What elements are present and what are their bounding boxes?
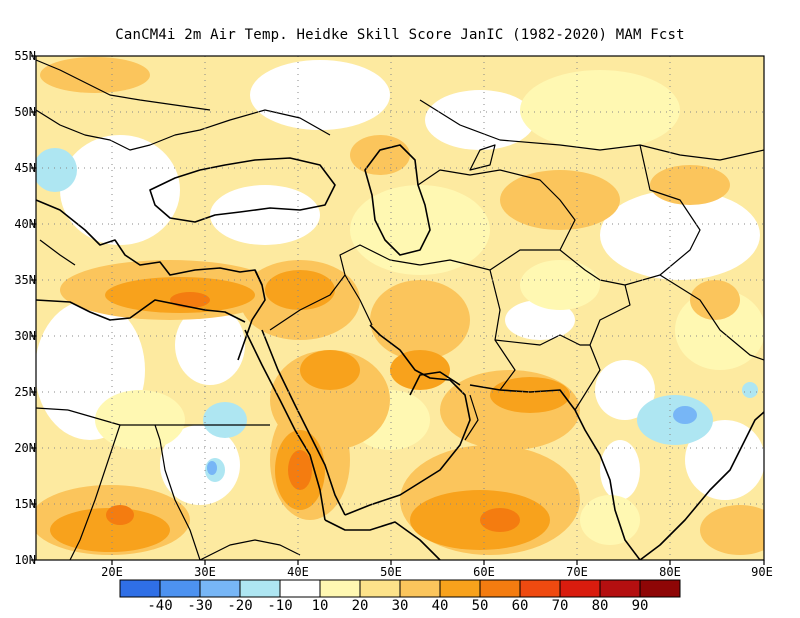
lon-label: 40E — [287, 565, 309, 579]
colorbar-swatch — [239, 579, 281, 598]
lon-label: 50E — [380, 565, 402, 579]
lon-label: 90E — [751, 565, 773, 579]
lat-label: 40N — [14, 217, 36, 231]
lat-label: 45N — [14, 161, 36, 175]
colorbar-label: 10 — [311, 598, 329, 614]
colorbar-label: 30 — [391, 598, 409, 614]
lon-label: 60E — [473, 565, 495, 579]
lat-label: 20N — [14, 441, 36, 455]
colorbar-swatch — [439, 579, 481, 598]
colorbar-label: -10 — [267, 598, 293, 614]
lat-label: 55N — [14, 49, 36, 63]
colorbar-swatch — [359, 579, 401, 598]
lat-label: 50N — [14, 105, 36, 119]
lon-label: 30E — [194, 565, 216, 579]
colorbar-swatch — [639, 579, 681, 598]
colorbar-swatch — [519, 579, 561, 598]
colorbar-swatch — [599, 579, 641, 598]
lat-label: 15N — [14, 497, 36, 511]
colorbar-label: -40 — [147, 598, 173, 614]
colorbar-swatch — [479, 579, 521, 598]
graticule — [36, 56, 764, 560]
colorbar-swatch — [279, 579, 321, 598]
lon-label: 70E — [566, 565, 588, 579]
colorbar-swatch — [399, 579, 441, 598]
colorbar-swatch — [559, 579, 601, 598]
colorbar-label: 90 — [631, 598, 649, 614]
colorbar-label: 70 — [551, 598, 569, 614]
colorbar-label: 60 — [511, 598, 529, 614]
colorbar-label: 80 — [591, 598, 609, 614]
colorbar-swatch — [199, 579, 241, 598]
lon-label: 80E — [659, 565, 681, 579]
colorbar-swatch — [319, 579, 361, 598]
colorbar — [119, 579, 681, 598]
lat-label: 35N — [14, 273, 36, 287]
lat-label: 10N — [14, 553, 36, 567]
lat-label: 25N — [14, 385, 36, 399]
colorbar-label: 50 — [471, 598, 489, 614]
skill-score-field — [36, 56, 764, 560]
colorbar-swatch — [119, 579, 161, 598]
lat-label: 30N — [14, 329, 36, 343]
map-frame — [31, 55, 765, 565]
colorbar-swatch — [159, 579, 201, 598]
colorbar-label: 20 — [351, 598, 369, 614]
colorbar-label: 40 — [431, 598, 449, 614]
colorbar-label: -30 — [187, 598, 213, 614]
colorbar-label: -20 — [227, 598, 253, 614]
map-title: CanCM4i 2m Air Temp. Heidke Skill Score … — [115, 27, 685, 43]
lon-label: 20E — [101, 565, 123, 579]
country-borders — [36, 59, 764, 560]
